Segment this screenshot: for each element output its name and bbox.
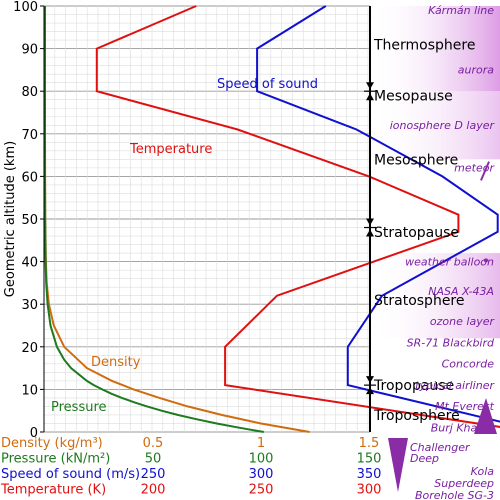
bottom-axis-tick: 200: [141, 483, 166, 498]
object-label: meteor: [454, 162, 495, 175]
series-label-density: Density: [91, 355, 141, 370]
y-tick-label: 30: [21, 298, 38, 313]
bottom-axis-tick: 300: [249, 467, 274, 482]
axes: 0 10 20 30 40 50 60 70 80 90 100 Geometric altitude…: [3, 0, 371, 441]
mountain-icon: [474, 398, 497, 434]
object-label: NASA X-43A: [428, 285, 494, 298]
chart-grid: [43, 5, 370, 433]
bottom-axis-label: Pressure (kN/m²): [1, 452, 110, 467]
boundary-arrow-up: [366, 93, 374, 101]
boundary-arrow-down: [366, 376, 374, 384]
layer-label: Stratopause: [374, 225, 459, 241]
series-label-temperature: Temperature: [129, 142, 212, 157]
layer-label: Stratosphere: [374, 293, 465, 309]
boundary-arrow-down: [366, 218, 374, 226]
bottom-axis-tick: 250: [141, 467, 166, 482]
y-tick-label: 80: [21, 85, 38, 100]
object-label-challenger-deep-1: Challenger: [410, 441, 471, 454]
y-tick-label: 40: [21, 256, 38, 271]
object-label-kola-1: Superdeep: [434, 477, 494, 490]
balloon-icon: [484, 258, 488, 263]
meteor-icon: [480, 161, 490, 181]
layer-label: Mesosphere: [374, 152, 458, 168]
object-label-kola-2: Borehole SG-3: [415, 489, 494, 500]
y-tick-label: 100: [13, 0, 38, 15]
layer-labels: Thermosphere Mesopause Mesosphere Stratopau…: [364, 37, 475, 424]
series-line-speed-of-sound: [256, 5, 500, 423]
bottom-axis-tick: 1: [257, 436, 265, 451]
y-tick-label: 70: [21, 128, 38, 143]
object-label: Mt Everest: [435, 400, 495, 413]
trench-icon: [388, 438, 408, 492]
series-lines: Speed of sound Temperature Density Pressure: [44, 5, 500, 433]
series-label-speed-of-sound: Speed of sound: [217, 77, 318, 92]
object-labels: Kármán line aurora ionosphere D layer meteo…: [388, 4, 497, 500]
object-label-challenger-deep-2: Deep: [410, 452, 439, 465]
series-line-pressure: [44, 6, 264, 433]
layer-label: Thermosphere: [373, 37, 475, 53]
object-label: weather balloon: [405, 255, 494, 268]
object-label: aurora: [458, 64, 494, 77]
bottom-axis-tick: 350: [357, 467, 382, 482]
bottom-axis-tick: 100: [249, 452, 274, 467]
bottom-axis-tick: 50: [145, 452, 162, 467]
bottom-axis-tick: 300: [357, 483, 382, 498]
bottom-axis-label: Speed of sound (m/s): [1, 467, 140, 482]
y-tick-label: 20: [21, 341, 38, 356]
layer-label: Troposphere: [373, 408, 460, 424]
object-label: typical airliner: [415, 379, 495, 392]
thermosphere-band: [370, 6, 500, 92]
y-tick-label: 90: [21, 43, 38, 58]
bottom-axis-rows: Density (kg/m³) 0.5 1 1.5 Pressure (kN/m²) 50…: [0, 436, 381, 498]
boundary-arrow-up: [366, 229, 374, 237]
y-tick-label: 60: [21, 170, 38, 185]
y-tick-label: 10: [21, 383, 38, 398]
atmosphere-bands: [370, 6, 500, 339]
layer-label: Tropopause: [373, 378, 454, 394]
bottom-axis-tick: 1.5: [359, 436, 380, 451]
object-label: ozone layer: [430, 315, 496, 328]
object-label: SR-71 Blackbird: [407, 336, 495, 349]
y-axis-label: Geometric altitude (km): [3, 141, 18, 297]
object-label-kola-0: Kola: [471, 465, 495, 478]
series-label-pressure: Pressure: [51, 400, 107, 415]
y-tick-label: 0: [30, 426, 38, 441]
boundary-arrow-up: [366, 387, 374, 395]
series-line-temperature: [95, 5, 500, 428]
bottom-axis-tick: 0.5: [143, 436, 164, 451]
boundary-arrow-down: [366, 82, 374, 90]
object-label: Kármán line: [428, 4, 494, 17]
object-label: ionosphere D layer: [390, 119, 496, 132]
y-tick-label: 50: [21, 213, 38, 228]
bottom-axis-label: Temperature (K): [0, 483, 106, 498]
bottom-axis-tick: 150: [357, 452, 382, 467]
bottom-axis-tick: 250: [249, 483, 274, 498]
object-label: Concorde: [442, 358, 495, 371]
bottom-axis-label: Density (kg/m³): [1, 436, 103, 451]
layer-label: Mesopause: [374, 88, 453, 104]
